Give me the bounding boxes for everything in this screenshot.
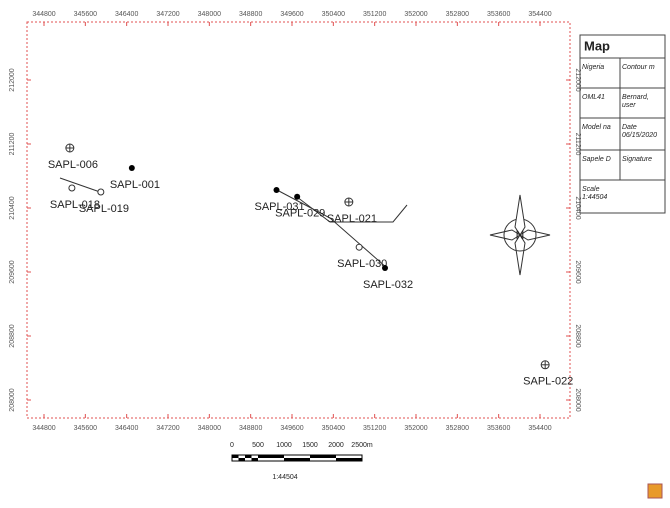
y-tick-label: 208800	[9, 324, 16, 347]
y-tick-label: 211200	[574, 133, 581, 156]
panel-text: Date	[622, 124, 637, 131]
panel-text: OML41	[582, 94, 605, 101]
panel-text: 06/15/2020	[622, 132, 657, 139]
app-icon	[647, 483, 663, 499]
x-tick-label: 346400	[115, 425, 138, 432]
scale-label: 1500	[302, 442, 318, 449]
x-tick-label: 349600	[280, 11, 303, 18]
x-tick-label: 348800	[239, 425, 262, 432]
panel-text: Nigeria	[582, 64, 604, 71]
trajectory	[59, 177, 101, 193]
scale-label: 2500m	[351, 442, 373, 449]
well-circle	[68, 184, 76, 192]
panel-title: Map	[584, 38, 610, 53]
well-label: SAPL-022	[523, 376, 573, 388]
panel-text: 1:44504	[582, 194, 607, 201]
well-label: SAPL-032	[363, 279, 413, 291]
well-label: SAPL-029	[275, 208, 325, 220]
well-crosshair	[540, 360, 550, 370]
panel-text: Scale	[582, 186, 600, 193]
x-tick-label: 354400	[528, 425, 551, 432]
y-tick-label: 212000	[574, 68, 581, 91]
panel-text: Sapele D	[582, 156, 611, 163]
y-tick-label: 208000	[9, 388, 16, 411]
y-tick-label: 212000	[9, 68, 16, 91]
scale-label: 1000	[276, 442, 292, 449]
x-tick-label: 347200	[156, 11, 179, 18]
svg-text:N: N	[516, 228, 525, 242]
trajectory	[296, 196, 408, 223]
x-tick-label: 351200	[363, 11, 386, 18]
panel-text: Signature	[622, 156, 652, 163]
scale-ratio: 1:44504	[272, 474, 297, 481]
y-tick-label: 209600	[9, 260, 16, 283]
well-label: SAPL-001	[110, 179, 160, 191]
x-tick-label: 348000	[198, 425, 221, 432]
x-tick-label: 344800	[32, 11, 55, 18]
x-tick-label: 352000	[404, 425, 427, 432]
panel-text: Contour m	[622, 64, 655, 71]
y-tick-label: 209600	[574, 260, 581, 283]
x-tick-label: 353600	[487, 425, 510, 432]
x-tick-label: 348000	[198, 11, 221, 18]
trajectory	[276, 189, 388, 269]
x-tick-label: 345600	[74, 11, 97, 18]
well-label: SAPL-006	[48, 159, 98, 171]
map-frame	[26, 21, 571, 419]
scale-label: 500	[252, 442, 264, 449]
x-tick-label: 352800	[446, 425, 469, 432]
scale-label: 0	[230, 442, 234, 449]
well-dot	[273, 187, 280, 193]
trajectories	[59, 177, 408, 269]
well-label: SAPL-021	[327, 213, 377, 225]
panel-frame	[579, 34, 666, 214]
y-tick-label: 210400	[9, 196, 16, 219]
well-label: SAPL-031	[255, 201, 305, 213]
north-arrow: N	[489, 194, 551, 276]
well-circle	[355, 243, 363, 251]
x-tick-label: 351200	[363, 425, 386, 432]
panel-text: Bernard,	[622, 94, 649, 101]
x-tick-label: 349600	[280, 425, 303, 432]
x-tick-label: 348800	[239, 11, 262, 18]
well-crosshair	[65, 143, 75, 153]
scale-bar: 1:44504	[231, 454, 363, 481]
x-tick-label: 354400	[528, 11, 551, 18]
well-circle	[97, 188, 105, 196]
panel-text: user	[622, 102, 636, 109]
x-tick-label: 347200	[156, 425, 179, 432]
panel-text: Model na	[582, 124, 611, 131]
x-tick-label: 350400	[322, 425, 345, 432]
y-tick-label: 210400	[574, 196, 581, 219]
y-tick-label: 211200	[9, 132, 16, 155]
scale-label: 2000	[328, 442, 344, 449]
x-tick-label: 344800	[32, 425, 55, 432]
well-label: SAPL-019	[79, 203, 129, 215]
x-tick-label: 350400	[322, 11, 345, 18]
x-tick-label: 352000	[404, 11, 427, 18]
x-tick-label: 352800	[446, 11, 469, 18]
well-dot	[128, 165, 135, 171]
well-dot	[294, 193, 301, 200]
well-label: SAPL-030	[337, 258, 387, 270]
y-tick-label: 208800	[574, 324, 581, 347]
info-panel: Map	[579, 34, 666, 214]
x-tick-label: 353600	[487, 11, 510, 18]
well-crosshair	[344, 197, 354, 207]
well-label: SAPL-018	[50, 199, 100, 211]
x-tick-label: 345600	[74, 425, 97, 432]
y-tick-label: 208000	[574, 388, 581, 411]
x-tick-label: 346400	[115, 11, 138, 18]
well-dot	[382, 265, 388, 271]
